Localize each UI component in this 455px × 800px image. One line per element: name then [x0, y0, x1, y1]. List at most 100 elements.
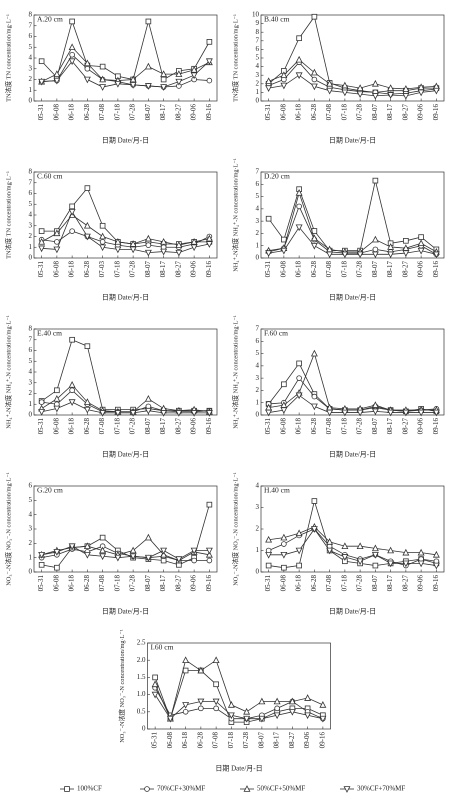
x-tick-label: 08-17 — [386, 575, 394, 592]
marker — [53, 70, 61, 77]
marker — [38, 399, 45, 405]
marker — [175, 410, 183, 417]
marker — [53, 395, 61, 402]
panel-title: E.40 cm — [37, 329, 62, 338]
marker — [432, 562, 440, 570]
series-line — [268, 526, 437, 556]
marker — [310, 349, 318, 357]
marker — [206, 77, 213, 84]
x-tick-label: 07-18 — [340, 104, 348, 121]
marker — [83, 233, 91, 241]
y-tick-label: 4 — [29, 368, 33, 376]
y-tick-label: 3 — [29, 221, 33, 229]
x-tick-label: 09-06 — [417, 418, 425, 435]
marker — [280, 71, 288, 78]
x-tick-label: 05-31 — [264, 104, 272, 121]
marker — [387, 546, 395, 554]
x-tick-label: 06-18 — [68, 575, 76, 592]
marker — [326, 251, 334, 259]
marker — [68, 58, 76, 66]
x-tick-label: 08-07 — [371, 418, 379, 435]
y-tick-label: 9 — [256, 19, 260, 27]
x-tick-label: 07-28 — [129, 104, 137, 121]
marker — [295, 529, 303, 537]
x-tick-label: 08-27 — [174, 104, 182, 121]
marker — [205, 547, 213, 555]
y-tick-label: 2 — [29, 389, 33, 397]
marker — [160, 410, 168, 417]
y-tick-label: 5 — [256, 192, 260, 200]
y-tick-label: 6 — [256, 337, 260, 345]
x-tick-label: 07-18 — [340, 575, 348, 592]
legend-label: 100%CF — [77, 785, 102, 793]
x-tick-label: 06-18 — [295, 104, 303, 121]
x-tick-label: 06-18 — [68, 418, 76, 435]
marker — [175, 70, 183, 77]
x-tick-label: 05-31 — [37, 261, 45, 278]
y-tick-label: 3 — [29, 378, 33, 386]
marker — [182, 702, 190, 709]
marker — [205, 550, 213, 558]
marker — [38, 408, 46, 416]
y-axis-label: NH₄⁺-N浓度 NH₄⁺-N concentration/mg·L⁻¹ — [230, 315, 239, 429]
y-tick-label: 1 — [29, 553, 33, 561]
marker — [372, 246, 379, 253]
plot-frame — [260, 328, 445, 416]
series-line — [154, 670, 324, 723]
x-tick-label: 07-08 — [98, 104, 106, 121]
x-tick-label: 06-08 — [52, 418, 60, 435]
x-tick-label: 05-31 — [37, 575, 45, 592]
series-line — [268, 74, 437, 97]
marker — [296, 375, 302, 381]
marker — [280, 552, 288, 559]
series-line — [268, 528, 437, 566]
x-tick-label: 08-17 — [159, 261, 167, 278]
y-axis-label: NO₃⁻-N浓度 NO₃⁻-N concentration/mg·L⁻¹ — [230, 472, 239, 586]
y-tick-label: 0 — [142, 725, 146, 733]
marker — [280, 247, 288, 255]
marker — [341, 542, 349, 549]
legend-label: 30%CF+70%MF — [357, 785, 405, 793]
marker — [432, 87, 440, 95]
marker — [129, 553, 137, 561]
marker — [99, 534, 106, 541]
marker — [432, 251, 440, 259]
x-tick-label: 08-27 — [174, 261, 182, 278]
marker — [295, 189, 303, 196]
marker — [190, 238, 198, 245]
y-tick-label: 5 — [29, 357, 33, 365]
x-tick-label: 07-28 — [129, 261, 137, 278]
x-axis-label: 日期 Date/月-日 — [329, 608, 376, 616]
marker — [99, 84, 107, 91]
marker — [280, 533, 288, 541]
y-tick-label: 5 — [29, 200, 33, 208]
marker — [326, 79, 334, 87]
x-tick-label: 08-17 — [159, 418, 167, 435]
marker — [227, 712, 235, 720]
y-tick-label: 6 — [256, 45, 260, 53]
marker — [387, 409, 395, 417]
series-line — [41, 384, 210, 413]
marker — [304, 712, 312, 720]
marker — [83, 221, 91, 229]
panel-title: C.60 cm — [37, 172, 63, 181]
x-tick-label: 08-07 — [371, 575, 379, 592]
y-tick-label: 2 — [29, 539, 33, 547]
y-axis-label: TN浓度 TN concentration/mg·L⁻¹ — [3, 14, 12, 102]
marker — [205, 241, 213, 248]
marker — [99, 546, 107, 554]
x-tick-label: 08-17 — [159, 104, 167, 121]
y-tick-label: 8 — [256, 28, 260, 36]
marker — [310, 234, 318, 242]
x-tick-label: 08-27 — [174, 575, 182, 592]
plot-frame — [147, 642, 331, 730]
marker — [296, 360, 302, 367]
x-tick-label: 06-28 — [83, 418, 91, 435]
marker — [53, 246, 61, 254]
marker — [265, 535, 273, 543]
series-line — [41, 214, 210, 246]
marker — [295, 55, 303, 63]
series-line — [41, 401, 210, 414]
x-tick-label: 07-28 — [356, 575, 364, 592]
